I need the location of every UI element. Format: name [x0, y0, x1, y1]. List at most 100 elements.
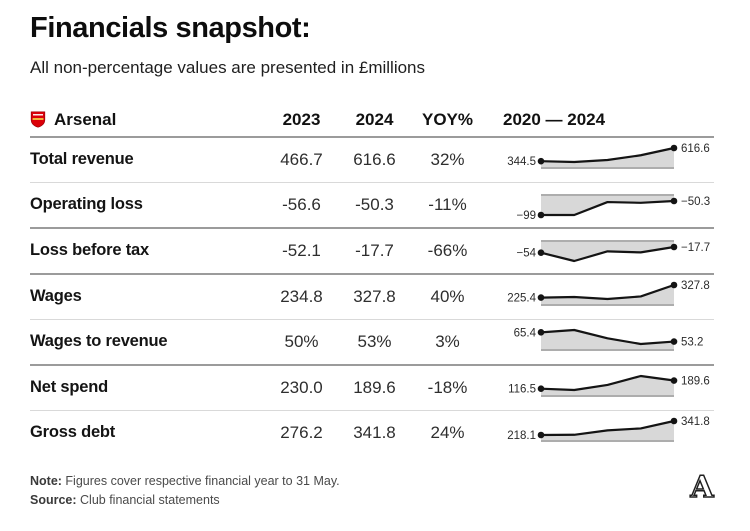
- value-yoy: 32%: [430, 149, 465, 169]
- note-text: Figures cover respective financial year …: [61, 473, 340, 488]
- club-name: Arsenal: [54, 109, 117, 129]
- table-row-wages: Wages 234.8 327.8 40% 225.4 327.8: [30, 275, 714, 320]
- sparkline-end-label: 341.8: [681, 416, 710, 428]
- value-yoy: 24%: [430, 422, 465, 442]
- sparkline-start-dot: [537, 385, 545, 392]
- sparkline-chart: 116.5 189.6: [508, 374, 710, 397]
- table-row-total-revenue: Total revenue 466.7 616.6 32% 344.5 616.6: [30, 138, 714, 183]
- sparkline-start-label: 225.4: [507, 293, 536, 305]
- value-2024: -50.3: [355, 194, 394, 214]
- sparkline-loss-before-tax: −54 −17.7: [484, 229, 714, 273]
- sparkline-start-dot: [537, 157, 545, 165]
- arsenal-crest-icon: [30, 111, 46, 129]
- table-body: Total revenue 466.7 616.6 32% 344.5 616.6…: [30, 135, 714, 455]
- sparkline-end-dot: [670, 197, 678, 205]
- page-subtitle: All non-percentage values are presented …: [30, 57, 426, 77]
- sparkline-area: [541, 194, 674, 215]
- sparkline-end-label: −17.7: [681, 242, 710, 254]
- sparkline-line: [541, 199, 675, 217]
- note-label: Note:: [30, 473, 62, 488]
- sparkline-wages-to-revenue: 65.4 53.2: [484, 320, 714, 364]
- value-2024: 327.8: [353, 286, 396, 306]
- sparkline-chart: −54 −17.7: [516, 239, 710, 263]
- table-row-net-spend: Net spend 230.0 189.6 -18% 116.5 189.6: [30, 366, 714, 411]
- sparkline-line: [540, 245, 675, 263]
- value-2024: 341.8: [353, 422, 396, 442]
- sparkline-line: [540, 374, 675, 392]
- sparkline-start-dot: [537, 329, 545, 336]
- sparkline-start-dot: [537, 431, 545, 439]
- row-label: Wages to revenue: [30, 332, 168, 351]
- value-2023: 50%: [284, 331, 319, 351]
- sparkline-end-dot: [670, 243, 678, 251]
- column-header-yoy: YOY%: [421, 109, 474, 129]
- sparkline-net-spend: 116.5 189.6: [484, 366, 714, 410]
- sparkline-total-revenue: 344.5 616.6: [484, 138, 714, 182]
- sparkline-area: [541, 329, 674, 350]
- footnotes: Note: Figures cover respective financial…: [30, 472, 722, 511]
- value-2024: 189.6: [353, 377, 396, 397]
- sparkline-line: [540, 283, 675, 301]
- sparkline-start-label: 218.1: [507, 430, 536, 442]
- table-row-loss-before-tax: Loss before tax -52.1 -17.7 -66% −54 −17.…: [30, 229, 714, 275]
- sparkline-chart: 65.4 53.2: [514, 327, 703, 351]
- sparkline-operating-loss: −99 −50.3: [484, 183, 714, 227]
- sparkline-line: [540, 146, 675, 164]
- sparkline-end-label: 53.2: [681, 337, 703, 349]
- value-2024: 616.6: [353, 149, 396, 169]
- sparkline-start-label: −54: [516, 248, 536, 260]
- row-label: Wages: [30, 287, 82, 306]
- table-row-gross-debt: Gross debt 276.2 341.8 24% 218.1 341.8: [30, 411, 714, 455]
- value-2023: 234.8: [280, 286, 323, 306]
- sparkline-end-dot: [670, 417, 678, 425]
- sparkline-start-label: 116.5: [508, 384, 536, 396]
- row-label: Total revenue: [30, 150, 134, 169]
- value-2023: -52.1: [282, 240, 321, 260]
- sparkline-end-label: 616.6: [681, 143, 710, 155]
- sparkline-end-dot: [670, 338, 678, 345]
- value-2024: 53%: [357, 331, 392, 351]
- table-header-row: Arsenal 2023 2024 YOY% 2020 — 2024: [30, 104, 714, 136]
- value-2024: -17.7: [355, 240, 394, 260]
- sparkline-line: [540, 419, 675, 437]
- table-row-wages-to-revenue: Wages to revenue 50% 53% 3% 65.4 53.2: [30, 320, 714, 366]
- value-yoy: -66%: [427, 240, 468, 260]
- value-2023: 466.7: [280, 149, 323, 169]
- sparkline-end-dot: [670, 281, 678, 289]
- value-2023: 230.0: [280, 377, 323, 397]
- column-header-trend: 2020 — 2024: [503, 109, 606, 129]
- source-text: Club financial statements: [76, 493, 220, 508]
- financials-table: Arsenal 2023 2024 YOY% 2020 — 2024 Total…: [30, 104, 714, 455]
- sparkline-area: [541, 284, 674, 305]
- column-header-2023: 2023: [282, 109, 321, 129]
- value-yoy: 40%: [430, 286, 465, 306]
- sparkline-wages: 225.4 327.8: [484, 275, 714, 319]
- row-label: Net spend: [30, 378, 108, 397]
- value-yoy: -18%: [427, 377, 468, 397]
- sparkline-start-label: 344.5: [507, 156, 536, 168]
- sparkline-chart: 344.5 616.6: [507, 143, 710, 169]
- sparkline-end-label: 327.8: [681, 280, 710, 292]
- sparkline-end-label: 189.6: [681, 376, 710, 388]
- value-2023: -56.6: [282, 194, 321, 214]
- sparkline-chart: −99 −50.3: [516, 193, 710, 222]
- sparkline-end-dot: [670, 377, 678, 384]
- row-label: Operating loss: [30, 195, 143, 214]
- sparkline-chart: 225.4 327.8: [507, 280, 710, 306]
- value-yoy: -11%: [428, 194, 467, 214]
- sparkline-end-dot: [670, 144, 678, 152]
- sparkline-line: [540, 328, 675, 346]
- athletic-logo-letter: A: [689, 470, 714, 504]
- sparkline-start-label: −99: [516, 210, 536, 222]
- sparkline-start-dot: [537, 211, 545, 219]
- table-row-operating-loss: Operating loss -56.6 -50.3 -11% −99 −50.3: [30, 183, 714, 229]
- source-line: Source: Club financial statements: [30, 491, 722, 510]
- row-label: Loss before tax: [30, 241, 149, 260]
- row-label: Gross debt: [30, 423, 116, 442]
- source-label: Source:: [30, 493, 77, 508]
- club-header-cell: Arsenal: [30, 110, 265, 130]
- sparkline-area: [541, 147, 674, 168]
- value-yoy: 3%: [435, 331, 460, 351]
- value-2023: 276.2: [280, 422, 323, 442]
